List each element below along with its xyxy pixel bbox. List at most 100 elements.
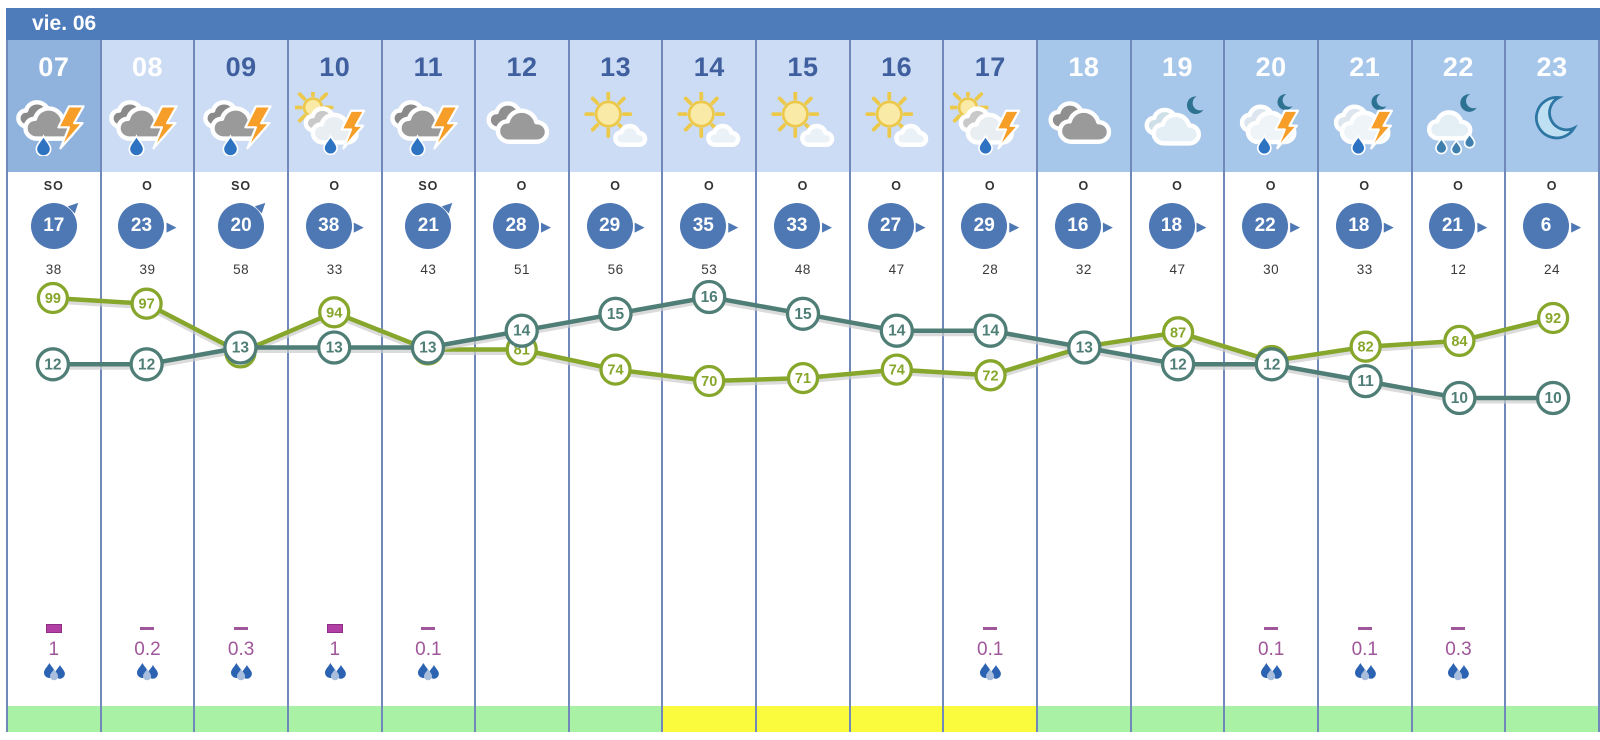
sun-cloud-icon <box>864 92 928 148</box>
forecast-column-17: 17 O 29 ▶ 28 0.1 <box>942 40 1037 732</box>
hour-label: 11 <box>413 52 444 82</box>
hour-cell: 18 <box>1038 40 1130 172</box>
precip-amount: 1 <box>48 639 60 660</box>
day-label: vie. 06 <box>32 12 97 35</box>
forecast-column-07: 07 SO 17 ▶ 38 1 <box>6 40 100 732</box>
forecast-column-16: 16 O 27 ▶ 47 <box>848 40 943 732</box>
hour-label: 10 <box>319 52 351 82</box>
precip-cell <box>663 612 755 706</box>
forecast-column-11: 11 SO 21 ▶ 43 0.1 <box>380 40 475 732</box>
hour-label: 08 <box>131 52 163 82</box>
raindrops-icon <box>1354 663 1376 681</box>
wind-speed-row: 38 ▶ <box>289 198 381 254</box>
wind-direction-label: O <box>142 179 153 193</box>
precip-cell: 0.1 <box>1319 612 1411 706</box>
chart-space <box>8 282 100 612</box>
weather-icon-wrap <box>383 86 475 162</box>
raindrops-icon <box>231 663 252 681</box>
storm-rain-icon <box>203 100 272 156</box>
precip-intensity-strip <box>569 706 662 732</box>
raindrops-icon <box>980 663 1002 681</box>
forecast-column-19: 19 O 18 ▶ 47 <box>1129 40 1224 732</box>
precip-dash-marker <box>1357 627 1372 630</box>
gust-value: 32 <box>1075 262 1092 277</box>
wind-speed-badge: 16 <box>1054 203 1101 249</box>
hour-label: 23 <box>1536 52 1568 82</box>
hourly-forecast-table: 07 SO 17 ▶ 38 1 08 O 23 ▶ 39 0.2 09 SO <box>6 40 1600 732</box>
chart-space <box>476 282 568 612</box>
wind-direction-arrow-icon: ▶ <box>821 218 832 234</box>
gust-value: 12 <box>1450 262 1467 277</box>
hour-cell: 20 <box>1225 40 1317 172</box>
precip-intensity-strip <box>1225 706 1317 732</box>
wind-speed-row: 29 ▶ <box>570 198 662 254</box>
sun-cloud-icon <box>583 92 647 148</box>
precip-cell <box>476 612 568 706</box>
gust-value: 47 <box>888 262 905 277</box>
day-header[interactable]: vie. 06 <box>6 8 1600 40</box>
wind-speed-badge: 23 <box>118 203 165 249</box>
forecast-column-22: 22 O 21 ▶ 12 0.3 <box>1410 40 1505 732</box>
wind-direction-arrow-icon: ▶ <box>1009 218 1020 234</box>
precip-cell: 0.2 <box>102 612 194 706</box>
wind-speed-row: 17 ▶ <box>8 197 100 254</box>
storm-rain-icon <box>109 100 179 156</box>
chart-space <box>663 282 755 612</box>
precip-amount: 0.1 <box>977 639 1004 660</box>
gust-value: 47 <box>1169 262 1186 277</box>
precip-cell <box>757 612 849 706</box>
gust-value: 56 <box>607 262 624 277</box>
wind-direction-arrow-icon: ▶ <box>353 218 364 234</box>
wind-speed-row: 20 ▶ <box>195 197 287 254</box>
wind-direction-arrow-icon: ▶ <box>915 218 926 234</box>
hour-cell: 13 <box>569 40 662 172</box>
gust-value: 30 <box>1263 262 1280 277</box>
wind-direction-arrow-icon: ▶ <box>1102 218 1113 234</box>
storm-rain-icon <box>16 100 85 156</box>
precip-cell <box>851 612 943 706</box>
precip-dash-marker <box>1451 627 1466 630</box>
wind-speed-row: 16 ▶ <box>1038 198 1130 254</box>
forecast-column-08: 08 O 23 ▶ 39 0.2 <box>99 40 194 732</box>
hour-label: 12 <box>506 52 538 82</box>
wind-direction-arrow-icon: ▶ <box>541 218 552 234</box>
wind-direction-arrow-icon: ▶ <box>634 218 645 234</box>
weather-icon-wrap <box>476 86 568 162</box>
wind-direction-arrow-icon: ▶ <box>1196 218 1207 234</box>
precip-amount: 0.3 <box>227 639 255 660</box>
chart-space <box>383 282 475 612</box>
wind-direction-label: O <box>1453 179 1464 193</box>
weather-icon-wrap <box>851 86 943 162</box>
hour-cell: 19 <box>1131 40 1224 172</box>
wind-speed-badge: 17 <box>30 203 77 249</box>
precip-intensity-strip <box>1506 706 1598 732</box>
weather-icon-wrap <box>1038 86 1130 162</box>
precip-intensity-strip <box>1131 706 1224 732</box>
gust-value: 39 <box>139 262 156 277</box>
forecast-column-21: 21 O 18 ▶ 33 0.1 <box>1316 40 1411 732</box>
wind-speed-row: 35 ▶ <box>663 198 755 254</box>
weather-icon-wrap <box>1225 86 1317 162</box>
forecast-column-13: 13 O 29 ▶ 56 <box>567 40 662 732</box>
hour-cell: 16 <box>850 40 943 172</box>
precip-bar-marker <box>45 624 62 633</box>
precip-bar-marker <box>326 624 343 633</box>
hour-label: 17 <box>974 52 1006 82</box>
clear-night-icon <box>1535 96 1578 140</box>
wind-speed-badge: 33 <box>773 203 820 249</box>
wind-speed-row: 28 ▶ <box>476 198 568 254</box>
wind-direction-label: O <box>1172 179 1183 193</box>
chart-space <box>1319 282 1411 612</box>
wind-speed-badge: 29 <box>586 203 633 249</box>
precip-intensity-strip <box>663 706 756 732</box>
weather-icon-wrap <box>1506 86 1598 162</box>
precip-intensity-strip <box>944 706 1037 732</box>
chart-space <box>757 282 849 612</box>
precip-cell: 1 <box>289 612 381 706</box>
sun-cloud-icon <box>677 92 741 148</box>
wind-direction-label: SO <box>231 179 252 193</box>
raindrops-icon <box>1448 663 1470 681</box>
raindrops-icon <box>324 663 346 681</box>
hour-label: 09 <box>225 52 257 82</box>
hour-label: 20 <box>1255 52 1287 82</box>
